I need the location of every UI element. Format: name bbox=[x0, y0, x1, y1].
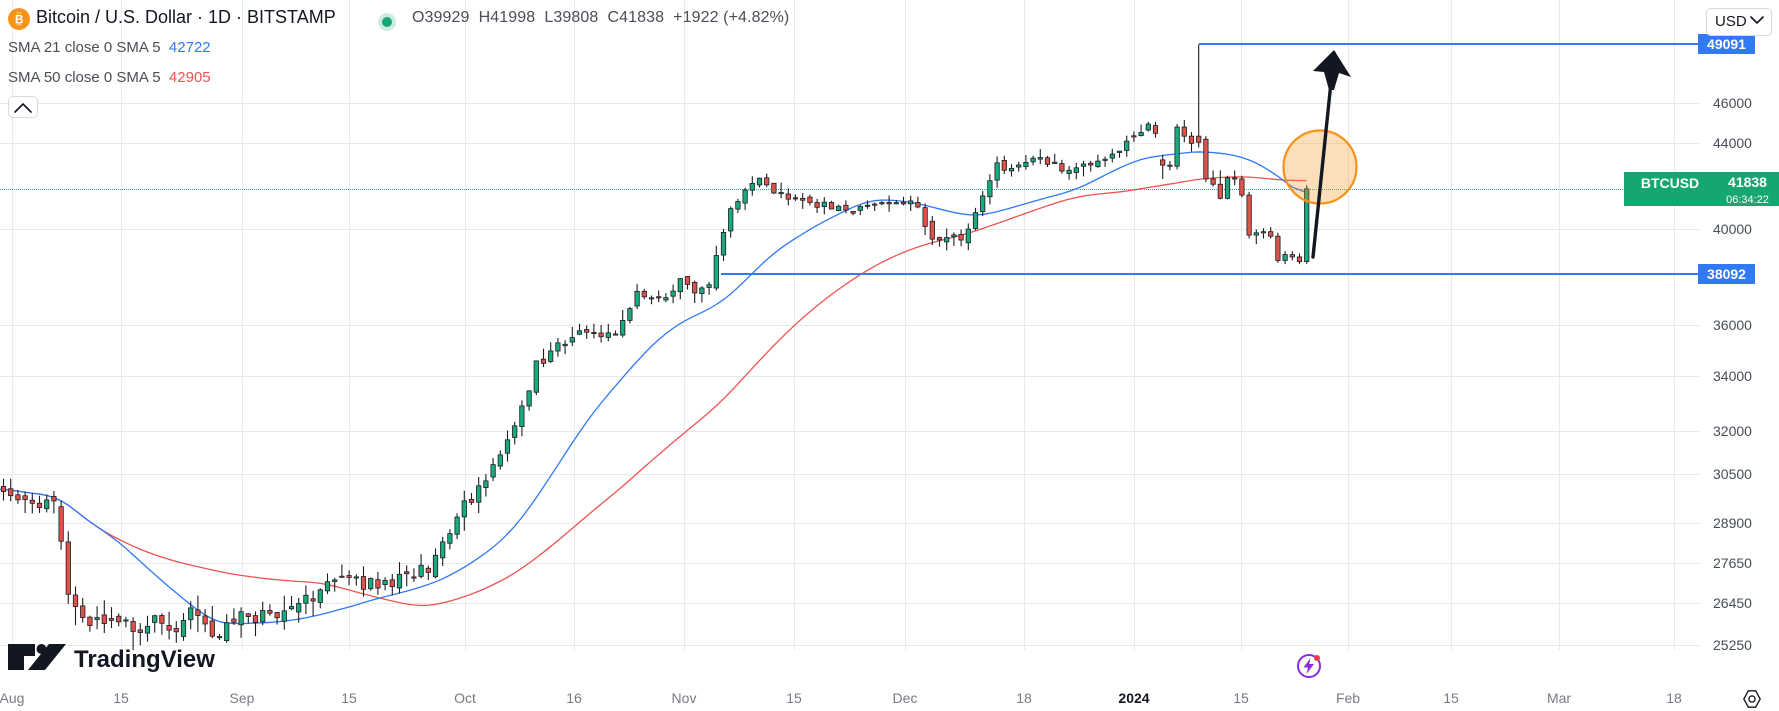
svg-text:TradingView: TradingView bbox=[74, 646, 215, 673]
svg-text:B: B bbox=[15, 13, 23, 26]
